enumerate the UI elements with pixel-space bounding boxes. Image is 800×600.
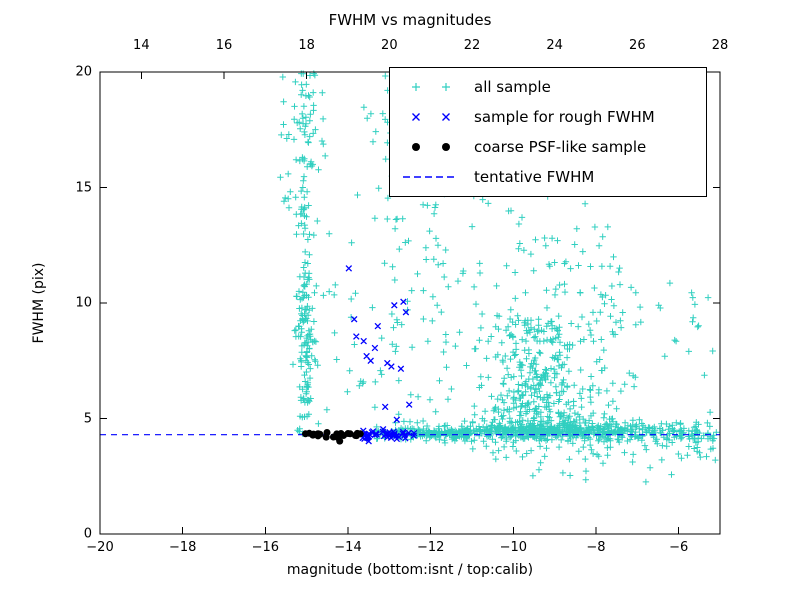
x-tick-label-top: 20 <box>381 38 398 53</box>
legend: all sample sample for rough FWHM coarse … <box>389 67 707 197</box>
x-tick-label-top: 16 <box>215 38 233 53</box>
x-tick-label-bottom: −14 <box>334 540 362 555</box>
x-tick-label-top: 26 <box>629 38 646 53</box>
y-tick-label: 0 <box>83 526 92 542</box>
dashed-line-icon <box>403 176 458 178</box>
x-tick-label-top: 14 <box>133 38 150 53</box>
x-tick-label-bottom: −20 <box>86 540 114 555</box>
legend-label: sample for rough FWHM <box>474 108 655 126</box>
dot-marker-icon <box>412 143 450 151</box>
legend-label: tentative FWHM <box>474 168 595 186</box>
x-tick-label-bottom: −16 <box>251 540 280 555</box>
y-tick-label: 15 <box>75 180 92 195</box>
y-tick-label: 5 <box>83 411 92 426</box>
x-tick-label-top: 18 <box>298 38 315 53</box>
x-tick-label-top: 28 <box>711 38 729 53</box>
legend-entry-all-sample: all sample <box>390 72 706 102</box>
x-tick-label-bottom: −8 <box>586 540 606 555</box>
x-tick-label-bottom: −12 <box>416 540 445 555</box>
chart-title: FWHM vs magnitudes <box>328 11 492 29</box>
y-tick-label: 20 <box>75 64 92 80</box>
x-tick-label-bottom: −18 <box>168 540 197 555</box>
y-tick-label: 10 <box>75 295 92 311</box>
legend-entry-rough-fwhm: sample for rough FWHM <box>390 102 706 132</box>
legend-label: all sample <box>474 78 551 96</box>
x-marker-icon <box>412 113 450 121</box>
x-tick-label-top: 22 <box>463 38 481 53</box>
x-tick-label-bottom: −6 <box>669 540 689 555</box>
y-axis-label: FWHM (pix) <box>31 262 47 344</box>
x-tick-label-top: 24 <box>546 38 563 53</box>
legend-entry-coarse-psf: coarse PSF-like sample <box>390 132 706 162</box>
x-axis-label: magnitude (bottom:isnt / top:calib) <box>286 562 534 578</box>
plus-marker-icon <box>412 83 450 91</box>
x-tick-label-bottom: −10 <box>499 540 528 555</box>
legend-entry-tentative-fwhm: tentative FWHM <box>390 162 706 192</box>
legend-label: coarse PSF-like sample <box>474 138 647 156</box>
